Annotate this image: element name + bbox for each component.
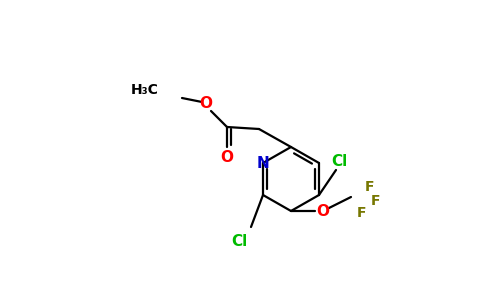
Text: F: F [364,180,374,194]
Text: Cl: Cl [231,235,247,250]
Text: Cl: Cl [331,154,347,169]
Text: F: F [356,206,366,220]
Text: O: O [221,151,233,166]
Text: O: O [199,97,212,112]
Text: F: F [370,194,380,208]
Text: O: O [317,203,330,218]
Text: H₃C: H₃C [131,83,159,97]
Text: N: N [257,155,270,170]
